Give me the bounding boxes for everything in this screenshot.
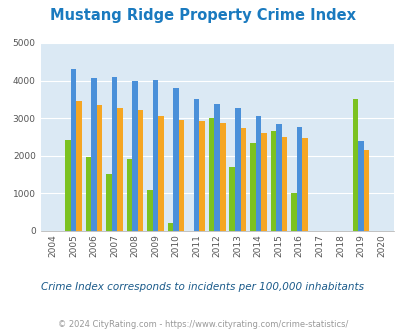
Bar [76,101,81,231]
Bar [214,104,220,231]
Bar [147,190,152,231]
Bar [290,193,296,231]
Bar [275,124,281,231]
Text: Mustang Ridge Property Crime Index: Mustang Ridge Property Crime Index [50,8,355,23]
Bar [199,121,205,231]
Bar [260,133,266,231]
Bar [173,88,179,231]
Bar [126,159,132,231]
Bar [270,131,275,231]
Text: © 2024 CityRating.com - https://www.cityrating.com/crime-statistics/: © 2024 CityRating.com - https://www.city… [58,320,347,329]
Bar [85,156,91,231]
Bar [117,108,123,231]
Bar [158,116,164,231]
Bar [209,118,214,231]
Bar [194,99,199,231]
Bar [352,99,357,231]
Bar [152,80,158,231]
Bar [255,116,260,231]
Bar [249,143,255,231]
Bar [363,150,369,231]
Bar [229,167,234,231]
Bar [70,69,76,231]
Bar [357,142,363,231]
Bar [96,105,102,231]
Bar [106,174,111,231]
Bar [240,128,245,231]
Bar [220,123,225,231]
Bar [65,140,70,231]
Bar [167,223,173,231]
Bar [234,108,240,231]
Bar [91,78,96,231]
Bar [111,77,117,231]
Bar [179,120,184,231]
Bar [281,137,286,231]
Text: Crime Index corresponds to incidents per 100,000 inhabitants: Crime Index corresponds to incidents per… [41,282,364,292]
Bar [138,110,143,231]
Bar [296,127,301,231]
Bar [132,81,138,231]
Bar [301,139,307,231]
